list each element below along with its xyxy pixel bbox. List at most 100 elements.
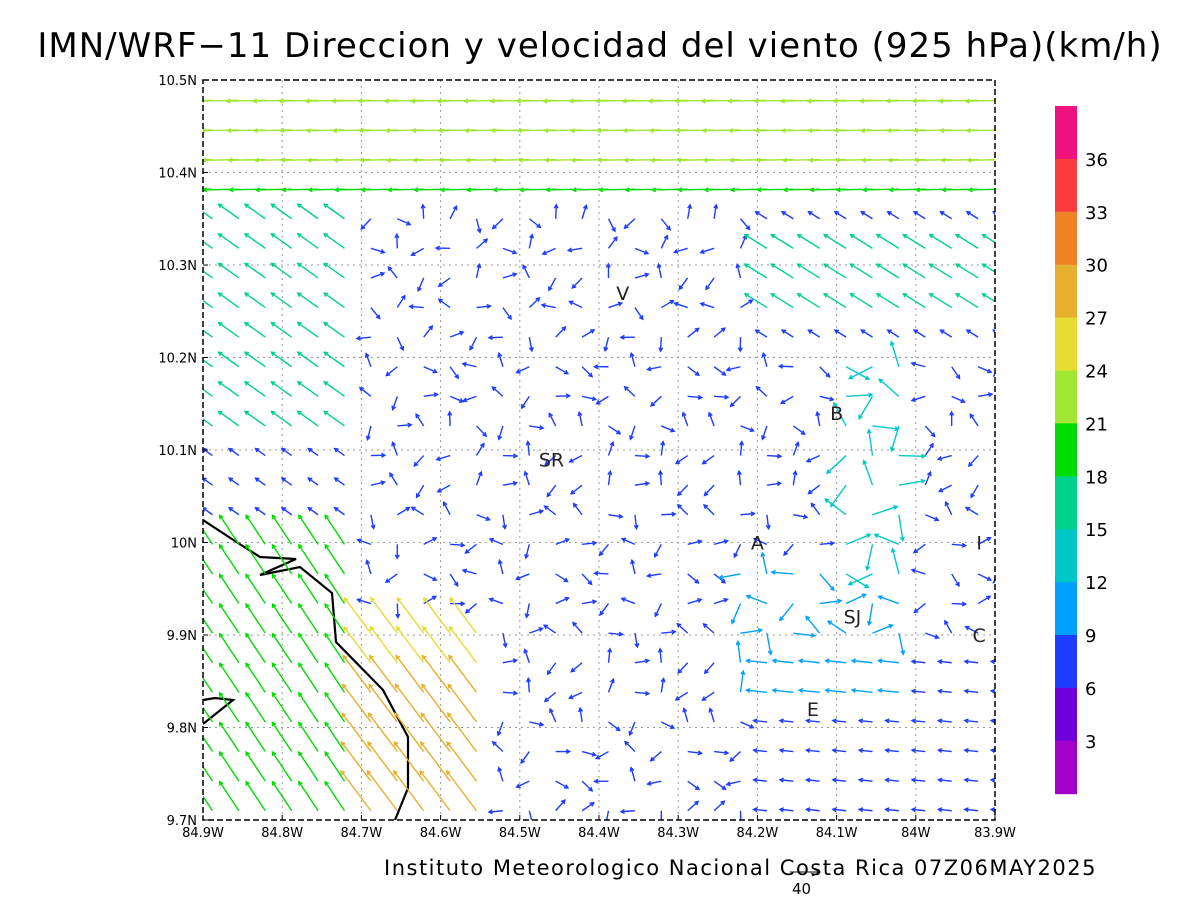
wind-vector: [913, 603, 926, 614]
wind-vector: [898, 633, 906, 656]
wind-vector: [360, 218, 372, 231]
wind-vector: [657, 647, 663, 663]
wind-vector: [884, 777, 899, 783]
wind-vector: [435, 454, 451, 462]
wind-vector: [608, 301, 624, 309]
wind-vector: [420, 203, 426, 219]
wind-vector: [819, 598, 843, 605]
lon-tick-label: 84.4W: [578, 826, 620, 841]
wind-vector: [449, 330, 465, 338]
wind-vector: [245, 514, 266, 545]
wind-vector: [514, 573, 530, 581]
wind-vector: [568, 691, 583, 700]
wind-vector: [487, 335, 503, 341]
wind-vector: [393, 769, 425, 812]
wind-vector: [528, 218, 542, 229]
wind-vector: [581, 780, 594, 792]
wind-vector: [555, 748, 572, 755]
wind-vector: [965, 128, 995, 134]
wind-vector: [687, 598, 703, 605]
wind-vector: [826, 620, 847, 634]
wind-vector: [370, 514, 376, 530]
wind-vector: [701, 691, 715, 701]
wind-vector: [423, 595, 438, 605]
wind-vector: [676, 622, 689, 634]
map-grid: [203, 80, 995, 820]
wind-vector: [736, 469, 742, 486]
wind-vector: [449, 395, 465, 403]
lat-tick-label: 10.1N: [158, 444, 197, 459]
lon-tick-label: 84.7W: [340, 826, 382, 841]
wind-vector: [546, 662, 557, 676]
wind-vector: [969, 413, 979, 427]
wind-vector: [245, 543, 266, 575]
wind-vector: [543, 505, 557, 516]
wind-vector: [422, 625, 451, 664]
wind-vector: [570, 662, 583, 673]
wind-vector: [739, 218, 751, 231]
wind-vector: [199, 70, 239, 74]
wind-vector: [271, 691, 293, 723]
wind-vector: [218, 632, 240, 664]
wind-vector: [449, 596, 478, 634]
wind-vector: [687, 780, 701, 791]
wind-vector: [598, 543, 610, 557]
wind-vector: [323, 262, 345, 279]
wind-vector: [323, 381, 345, 397]
wind-vector: [754, 70, 794, 74]
wind-vector: [989, 777, 995, 783]
wind-vector: [676, 503, 689, 516]
wind-vector: [549, 707, 557, 723]
wind-vector: [581, 573, 593, 586]
wind-vector: [607, 469, 613, 486]
wind-vector: [858, 395, 874, 420]
wind-vector: [687, 327, 700, 338]
wind-vector: [866, 428, 874, 456]
wind-vector: [387, 265, 398, 279]
wind-vector: [491, 386, 504, 397]
wind-vector: [872, 623, 894, 634]
wind-vector: [367, 712, 398, 752]
wind-vector: [629, 351, 636, 367]
wind-vector: [792, 425, 806, 435]
wind-vector: [203, 270, 213, 279]
wind-vector: [658, 469, 664, 486]
wind-vector: [1000, 396, 1005, 409]
wind-vector: [824, 658, 847, 664]
wind-vector: [356, 538, 372, 546]
colorbar-label: 15: [1085, 520, 1108, 541]
wind-vector: [777, 363, 794, 369]
wind-vector: [964, 625, 979, 634]
wind-vector: [243, 381, 266, 397]
wind-vector: [419, 769, 451, 812]
wind-vector: [963, 688, 979, 694]
wind-vector: [203, 795, 214, 812]
wind-vector: [605, 810, 610, 820]
wind-vector: [529, 425, 545, 431]
wind-vector: [324, 573, 346, 604]
wind-vector: [910, 688, 926, 694]
wind-vector: [673, 301, 688, 309]
wind-vector: [450, 542, 466, 548]
wind-vector: [847, 366, 873, 380]
wind-vector: [475, 470, 483, 486]
wind-vector: [298, 780, 319, 812]
wind-vector: [541, 247, 556, 256]
wind-vector: [245, 602, 266, 634]
wind-vector: [333, 506, 345, 516]
wind-vector: [324, 662, 346, 693]
wind-vector: [743, 293, 768, 309]
wind-vector: [754, 329, 768, 338]
wind-vector: [857, 807, 873, 813]
wind-vector: [745, 594, 768, 605]
wind-vector: [572, 502, 583, 516]
wind-vector: [898, 453, 927, 459]
wind-vector: [992, 210, 995, 216]
wind-vector: [822, 293, 847, 309]
wind-vector: [555, 596, 570, 605]
wind-vector: [833, 401, 847, 427]
wind-vector: [699, 247, 715, 255]
wind-vector: [687, 394, 704, 400]
wind-vector: [356, 598, 372, 605]
wind-vector: [553, 203, 559, 219]
